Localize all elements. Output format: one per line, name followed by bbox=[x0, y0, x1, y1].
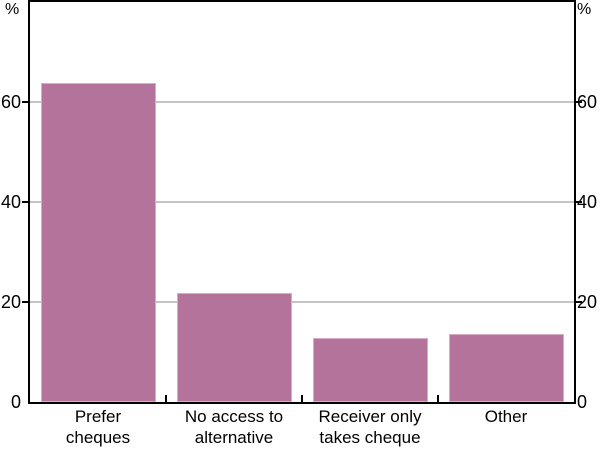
y-axis-tick-right bbox=[575, 301, 582, 303]
y-axis-tick-left bbox=[22, 201, 29, 203]
x-axis-tick bbox=[165, 395, 167, 402]
bar bbox=[40, 83, 156, 402]
y-axis-label-right: 60 bbox=[577, 92, 598, 112]
y-axis-label-right: 20 bbox=[577, 292, 598, 312]
y-axis-tick-left bbox=[22, 301, 29, 303]
y-axis-label-left: 0 bbox=[10, 392, 21, 412]
y-axis-tick-left bbox=[22, 101, 29, 103]
y-axis-tick-right bbox=[575, 201, 582, 203]
bar bbox=[312, 337, 428, 402]
y-axis-tick-right bbox=[575, 101, 582, 103]
bar bbox=[448, 333, 564, 402]
gridline bbox=[30, 101, 574, 103]
y-axis-label-left: 40 bbox=[0, 192, 21, 212]
x-category-label: Prefer cheques bbox=[65, 407, 131, 447]
plot-area bbox=[28, 0, 576, 404]
y-axis-unit-right: % bbox=[577, 1, 592, 18]
x-category-label: No access to alternative bbox=[184, 407, 284, 447]
x-category-label: Receiver only takes cheque bbox=[318, 407, 422, 447]
y-axis-label-left: 60 bbox=[0, 92, 21, 112]
gridline bbox=[30, 301, 574, 303]
gridline bbox=[30, 201, 574, 203]
y-axis-unit-left: % bbox=[5, 1, 20, 18]
x-axis-tick bbox=[301, 395, 303, 402]
y-axis-label-right: 0 bbox=[577, 392, 588, 412]
y-axis-label-left: 20 bbox=[0, 292, 21, 312]
bar bbox=[176, 292, 292, 402]
x-axis-tick bbox=[437, 395, 439, 402]
y-axis-label-right: 40 bbox=[577, 192, 598, 212]
x-category-label: Other bbox=[484, 407, 528, 426]
